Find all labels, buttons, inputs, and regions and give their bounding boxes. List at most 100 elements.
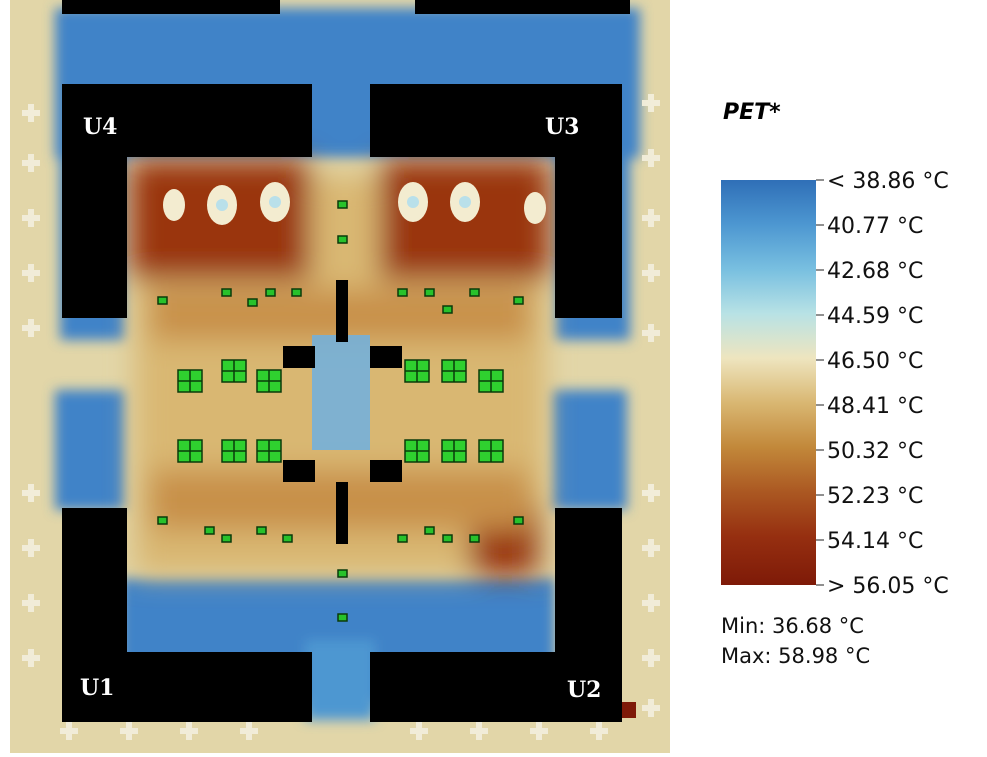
building-u2 [370, 508, 622, 722]
planter-cluster [256, 439, 282, 463]
west-cool-zone-lower [55, 390, 125, 510]
perimeter-tree [22, 539, 40, 557]
center-post-upper [336, 280, 348, 342]
colorbar-tick-label: 50.32 °C [827, 439, 923, 464]
green-marker [424, 526, 435, 535]
center-block-se [370, 460, 402, 482]
green-marker [256, 526, 267, 535]
colorbar-tick-label: 40.77 °C [827, 214, 923, 239]
planter-cluster [478, 439, 504, 463]
green-marker [265, 288, 276, 297]
green-marker [337, 613, 348, 622]
building-label-u4: U4 [83, 114, 118, 140]
tree-core [407, 196, 419, 208]
colorbar-tick-label: < 38.86 °C [827, 170, 949, 194]
green-marker [337, 235, 348, 244]
colorbar-tick-label: 44.59 °C [827, 304, 923, 329]
perimeter-tree [642, 649, 660, 667]
perimeter-tree [642, 264, 660, 282]
building-u3 [370, 84, 622, 318]
perimeter-tree [642, 594, 660, 612]
green-marker [157, 296, 168, 305]
perimeter-tree [22, 154, 40, 172]
perimeter-tree [120, 722, 138, 740]
perimeter-tree [530, 722, 548, 740]
center-block-sw [283, 460, 315, 482]
perimeter-tree [642, 94, 660, 112]
perimeter-tree [22, 319, 40, 337]
building-label-u2: U2 [567, 677, 602, 703]
colorbar-tick-label: 48.41 °C [827, 394, 923, 419]
green-marker [397, 534, 408, 543]
colorbar-tick-label: > 56.05 °C [827, 574, 949, 599]
perimeter-tree [22, 209, 40, 227]
green-marker [221, 534, 232, 543]
legend-title: PET* [723, 100, 781, 125]
perimeter-tree [240, 722, 258, 740]
top-edge-strip-right [415, 0, 630, 14]
planter-cluster [256, 369, 282, 393]
planter-cluster [441, 359, 467, 383]
planter-cluster [221, 359, 247, 383]
colorbar-tick-label: 54.14 °C [827, 529, 923, 554]
green-marker [442, 305, 453, 314]
perimeter-tree [470, 722, 488, 740]
pet-heatmap: U4 U3 U1 U2 [10, 0, 670, 753]
green-marker [221, 288, 232, 297]
planter-cluster [177, 439, 203, 463]
corner-block-se [622, 702, 636, 718]
east-cool-zone-lower [552, 390, 627, 510]
south-cool-gap [305, 640, 375, 720]
perimeter-tree [22, 484, 40, 502]
planter-cluster [404, 359, 430, 383]
building-u4 [62, 84, 312, 318]
perimeter-tree [22, 649, 40, 667]
perimeter-tree [642, 699, 660, 717]
building-label-u3: U3 [545, 114, 580, 140]
green-marker [469, 534, 480, 543]
legend-panel: PET* < 38.86 °C 40.77 °C 42.68 °C 44.59 °C 4… [690, 0, 987, 753]
planter-cluster [478, 369, 504, 393]
min-value: Min: 36.68 °C [721, 614, 864, 638]
green-marker [513, 516, 524, 525]
colorbar-tick-label: 42.68 °C [827, 259, 923, 284]
heatmap-svg: U4 U3 U1 U2 [10, 0, 670, 753]
perimeter-tree [590, 722, 608, 740]
colorbar-tick-label: 52.23 °C [827, 484, 923, 509]
building-label-u1: U1 [80, 675, 115, 701]
green-marker [469, 288, 480, 297]
colorbar-ticks: < 38.86 °C 40.77 °C 42.68 °C 44.59 °C 46.50 … [816, 170, 949, 599]
planter-cluster [441, 439, 467, 463]
tree-core [216, 199, 228, 211]
colorbar-gradient [721, 180, 816, 585]
center-post-lower [336, 482, 348, 544]
perimeter-tree [642, 484, 660, 502]
perimeter-tree [642, 209, 660, 227]
tree-crown [163, 189, 185, 221]
perimeter-tree [22, 264, 40, 282]
green-marker [204, 526, 215, 535]
perimeter-tree [642, 149, 660, 167]
tree-core [459, 196, 471, 208]
green-marker [247, 298, 258, 307]
green-marker [282, 534, 293, 543]
max-value: Max: 58.98 °C [721, 644, 871, 668]
perimeter-tree [22, 594, 40, 612]
perimeter-tree [642, 324, 660, 342]
perimeter-tree [180, 722, 198, 740]
perimeter-tree [410, 722, 428, 740]
planter-cluster [221, 439, 247, 463]
planter-cluster [404, 439, 430, 463]
green-marker [337, 200, 348, 209]
top-edge-strip-left [62, 0, 280, 14]
perimeter-tree [642, 539, 660, 557]
perimeter-tree [60, 722, 78, 740]
planter-cluster [177, 369, 203, 393]
green-marker [424, 288, 435, 297]
colorbar-svg: < 38.86 °C 40.77 °C 42.68 °C 44.59 °C 46.50 … [721, 170, 949, 599]
building-u1 [62, 508, 312, 722]
green-marker [442, 534, 453, 543]
colorbar-tick-label: 46.50 °C [827, 349, 923, 374]
perimeter-tree [22, 104, 40, 122]
tree-core [269, 196, 281, 208]
